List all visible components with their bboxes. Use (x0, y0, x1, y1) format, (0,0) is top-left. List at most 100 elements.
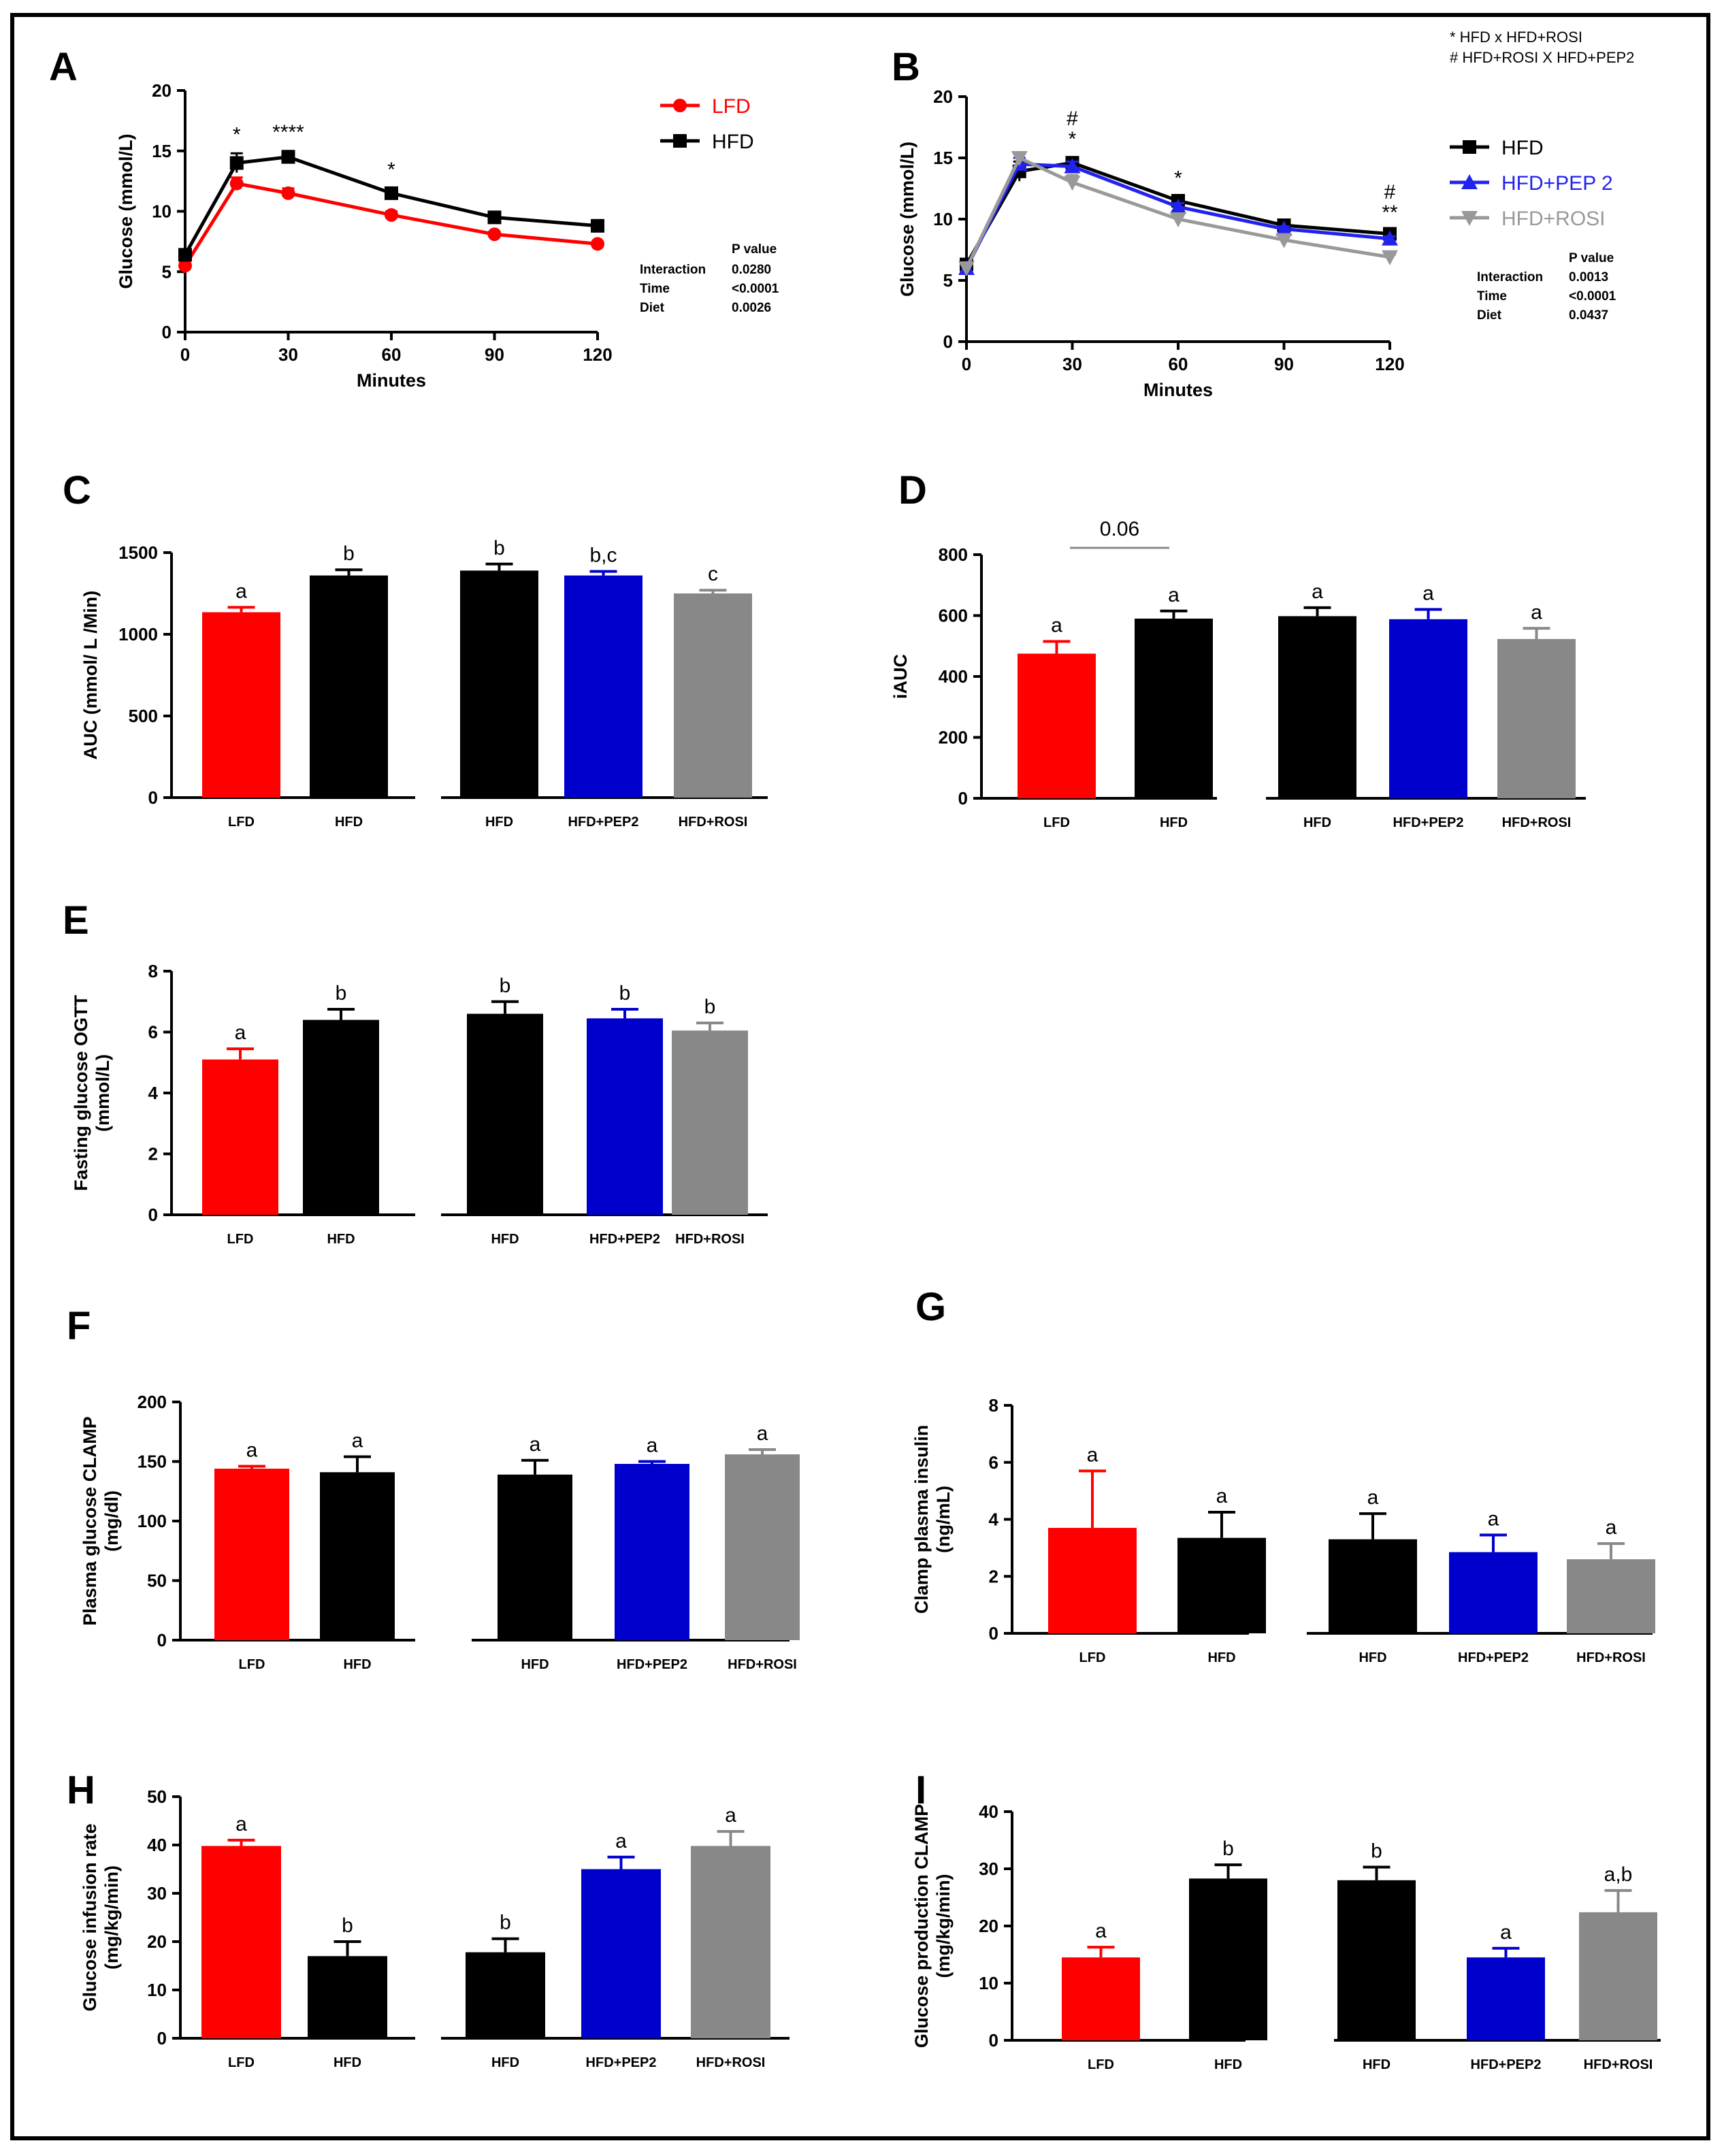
significance-letter: b (1371, 1840, 1382, 1862)
x-tick-label: 90 (1274, 354, 1294, 374)
bar-hfd (310, 575, 388, 798)
legend-label: HFD+PEP 2 (1501, 172, 1613, 195)
y-tick-label: 1000 (118, 624, 158, 644)
pvalue-row-value: 0.0026 (732, 301, 771, 315)
category-label: LFD (227, 1232, 254, 1247)
bar-hfd-rosi (674, 593, 752, 798)
bar-hfd (498, 1474, 572, 1640)
significance-letter: a (1051, 615, 1062, 637)
significance-letter: b (342, 1914, 353, 1937)
y-tick-label: 200 (137, 1392, 167, 1412)
pvalue-row-label: Time (640, 282, 670, 296)
category-label: HFD+PEP2 (1458, 1650, 1529, 1665)
data-point (229, 176, 244, 191)
significance-letter: a (352, 1430, 363, 1452)
y-tick-label: 500 (129, 706, 158, 726)
x-axis-label: Minutes (1143, 380, 1213, 400)
data-point (281, 150, 295, 164)
category-label: HFD+PEP2 (1393, 815, 1464, 830)
significance-letter: a (530, 1433, 541, 1456)
bar-hfd (466, 1952, 545, 2038)
significance-letter: b (704, 996, 716, 1018)
category-label: HFD (1214, 2057, 1242, 2072)
pvalue-row-value: 0.0437 (1569, 308, 1608, 323)
significance-mark: * (233, 123, 241, 146)
y-tick-label: 20 (147, 1931, 167, 1952)
legend-label: LFD (712, 95, 751, 118)
significance-letter: a (1168, 584, 1180, 606)
y-tick-label: 30 (979, 1859, 998, 1879)
y-tick-label: 800 (939, 544, 968, 565)
category-label: HFD (491, 2055, 519, 2070)
y-axis-label: Clamp plasma insulin (911, 1425, 932, 1614)
bar-hfd-rosi (725, 1454, 800, 1640)
bar-lfd (214, 1469, 289, 1640)
category-label: HFD (1363, 2057, 1390, 2072)
pvalue-row-value: 0.0013 (1569, 270, 1608, 284)
y-tick-label: 10 (979, 1973, 998, 1993)
data-point (1382, 230, 1398, 246)
bar-lfd (1018, 653, 1096, 798)
y-tick-label: 0 (943, 331, 953, 352)
significance-letter: a (1312, 581, 1323, 603)
x-axis-label: Minutes (357, 370, 426, 391)
panel-c-bar-chart: 0 500 1000 1500 AUC (mmol/ L /Min) a LFD b HFD b H… (80, 537, 768, 830)
bar-lfd (1048, 1528, 1137, 1633)
panel-f-bar-chart: 0 50 100 150 200 Plasma glucose CLAMP (mg/dl) a… (80, 1392, 800, 1672)
y-axis-label: Glucose production CLAMP (911, 1804, 932, 2048)
y-tick-label: 6 (989, 1452, 998, 1473)
significance-letter: a (246, 1439, 258, 1462)
comparison-pvalue: 0.06 (1100, 518, 1139, 540)
category-label: HFD (343, 1657, 371, 1672)
category-label: HFD (1207, 1650, 1235, 1665)
category-label: LFD (239, 1657, 265, 1672)
x-tick-label: 60 (382, 344, 402, 365)
significance-mark: # (1384, 181, 1396, 203)
y-axis-label: (mg/kg/min) (933, 1874, 954, 1978)
significance-letter: a (757, 1422, 768, 1445)
y-tick-label: 30 (147, 1883, 167, 1904)
bar-hfd-pep2 (587, 1018, 663, 1215)
category-label: HFD (485, 815, 513, 830)
y-tick-label: 100 (137, 1511, 167, 1531)
y-tick-label: 4 (148, 1083, 159, 1103)
x-tick-label: 120 (583, 344, 612, 365)
bar-lfd (1062, 1957, 1140, 2040)
y-tick-label: 4 (989, 1509, 999, 1530)
y-axis-label: (mmol/L) (93, 1054, 113, 1132)
bar-hfd (1337, 1880, 1416, 2040)
bar-hfd-rosi (691, 1846, 770, 2038)
pvalue-row-label: Interaction (640, 263, 706, 277)
bar-hfd-pep2 (564, 575, 643, 798)
category-label: HFD (334, 2055, 361, 2070)
category-label: HFD+PEP2 (617, 1657, 687, 1672)
legend-label: HFD+ROSI (1501, 208, 1606, 230)
data-point (1170, 212, 1186, 227)
y-tick-label: 0 (148, 787, 158, 808)
bar-hfd (1135, 618, 1213, 798)
category-label: HFD+ROSI (675, 1232, 745, 1247)
y-tick-label: 20 (933, 86, 953, 107)
category-label: HFD (1303, 815, 1331, 830)
significance-letter: a (235, 1022, 246, 1044)
category-label: HFD+ROSI (1584, 2057, 1653, 2072)
panel-letter-a: A (49, 45, 78, 89)
data-point (1275, 220, 1292, 236)
significance-letter: a (1367, 1486, 1379, 1509)
category-label: HFD (335, 815, 363, 830)
legend-marker (1461, 211, 1478, 226)
legend-marker (673, 99, 687, 112)
legend-marker (673, 134, 687, 148)
significance-mark: * (387, 159, 395, 181)
category-label: HFD+ROSI (1502, 815, 1572, 830)
y-tick-label: 5 (943, 270, 953, 291)
bar-hfd (1329, 1539, 1417, 1633)
significance-mark: **** (272, 121, 304, 144)
pvalue-header: P value (1569, 251, 1614, 265)
panel-d-bar-chart: 0 200 400 600 800 iAUC a LFD a HFD a HFD a HFD+PEP2 a H… (890, 518, 1586, 830)
series-line-hfd (964, 161, 1390, 265)
significance-mark: ** (1382, 201, 1398, 224)
y-tick-label: 5 (162, 261, 172, 282)
bar-lfd (201, 1846, 281, 2038)
bar-lfd (202, 612, 280, 798)
